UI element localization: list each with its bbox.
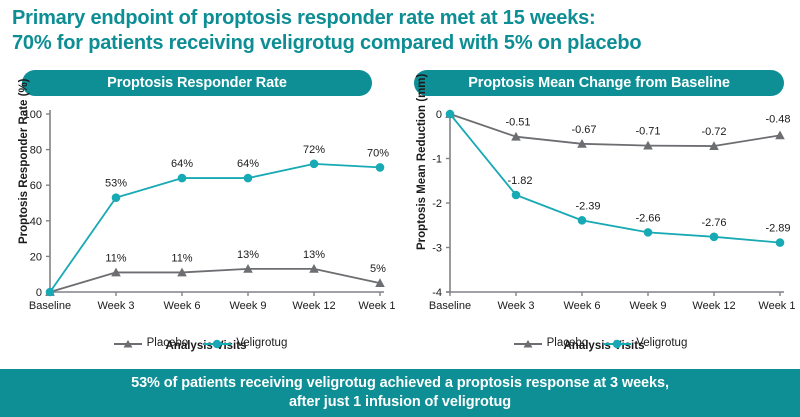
data-label-placebo: 13% bbox=[303, 249, 325, 261]
data-point-placebo bbox=[375, 278, 385, 288]
data-label-veligrotug: 53% bbox=[105, 178, 127, 190]
series-line-veligrotug bbox=[449, 113, 781, 244]
legend-marker-triangle-icon bbox=[113, 340, 142, 348]
legend-marker-triangle-icon bbox=[513, 340, 542, 348]
y-axis-tick-label: -4 bbox=[432, 287, 442, 299]
legend-label-veligrotug-right: Veligrotug bbox=[636, 337, 688, 350]
x-axis-tick-label: Baseline bbox=[429, 300, 471, 312]
data-label-veligrotug: 72% bbox=[303, 144, 325, 156]
x-axis-tick-label: Week 6 bbox=[163, 300, 200, 312]
legend-mean-change: Placebo Veligrotug bbox=[404, 338, 796, 350]
y-axis-tick-label: 80 bbox=[30, 145, 42, 157]
y-axis-tick-label: 0 bbox=[436, 109, 442, 121]
data-point-veligrotug bbox=[111, 193, 121, 202]
data-label-veligrotug: 64% bbox=[171, 158, 193, 170]
page-title: Primary endpoint of proptosis responder … bbox=[12, 6, 792, 56]
data-label-veligrotug: -1.82 bbox=[507, 175, 532, 187]
legend-item-veligrotug-right: Veligrotug bbox=[602, 338, 687, 350]
y-axis-tick-label: 100 bbox=[24, 109, 42, 121]
legend-marker-circle-icon bbox=[203, 339, 232, 349]
data-label-placebo: 11% bbox=[105, 252, 126, 264]
data-point-placebo bbox=[309, 264, 319, 273]
x-axis-tick-label: Week 12 bbox=[292, 300, 335, 312]
data-label-veligrotug: -2.89 bbox=[765, 223, 790, 235]
y-axis-tick-label: 40 bbox=[30, 216, 42, 228]
data-label-veligrotug: 64% bbox=[237, 158, 259, 170]
y-axis-tick-label: 0 bbox=[36, 287, 42, 299]
legend-responder-rate: Placebo Veligrotug bbox=[4, 338, 396, 350]
y-axis-tick-label: 20 bbox=[30, 251, 42, 263]
data-point-placebo bbox=[243, 264, 253, 273]
data-point-placebo bbox=[775, 130, 785, 140]
y-axis-tick-label: 60 bbox=[30, 180, 42, 192]
data-point-placebo bbox=[577, 139, 587, 148]
data-point-placebo bbox=[511, 131, 521, 141]
x-axis-tick-label: Week 9 bbox=[629, 300, 666, 312]
data-label-placebo: -0.72 bbox=[701, 126, 726, 138]
chart-mean-change: -4 -3 -2 -1 0 Baseline Week 3 Week 6 Week 9 Week … bbox=[404, 100, 796, 330]
bottom-banner: 53% of patients receiving veligrotug ach… bbox=[0, 369, 800, 417]
x-axis-tick-label: Week 3 bbox=[97, 300, 134, 312]
page-title-line-1: Primary endpoint of proptosis responder … bbox=[12, 7, 596, 29]
data-label-placebo: 5% bbox=[370, 263, 386, 275]
data-point-veligrotug bbox=[511, 190, 521, 200]
page-title-line-2: 70% for patients receiving veligrotug co… bbox=[12, 32, 642, 54]
data-label-veligrotug: -2.39 bbox=[575, 200, 600, 212]
legend-label-veligrotug-left: Veligrotug bbox=[236, 337, 288, 350]
chart-svg-mean-change: -4 -3 -2 -1 0 Baseline Week 3 Week 6 Week 9 Week … bbox=[429, 109, 796, 312]
x-axis-tick-label: Week 15 bbox=[358, 300, 396, 312]
data-label-placebo: -0.51 bbox=[505, 117, 530, 129]
series-line-veligrotug bbox=[49, 162, 381, 293]
y-axis-tick-label: -3 bbox=[432, 243, 442, 255]
legend-item-veligrotug-left: Veligrotug bbox=[202, 338, 287, 350]
data-point-veligrotug bbox=[445, 109, 455, 119]
data-label-veligrotug: -2.76 bbox=[701, 217, 726, 229]
data-point-veligrotug bbox=[45, 287, 55, 297]
legend-item-placebo-left: Placebo bbox=[113, 337, 189, 350]
data-point-placebo bbox=[177, 267, 187, 277]
legend-item-placebo-right: Placebo bbox=[513, 337, 589, 350]
data-label-placebo: 13% bbox=[237, 249, 259, 261]
legend-label-placebo-left: Placebo bbox=[146, 337, 189, 350]
legend-label-placebo-right: Placebo bbox=[546, 337, 589, 350]
x-axis-tick-label: Week 3 bbox=[497, 300, 534, 312]
x-axis-tick-label: Baseline bbox=[29, 300, 71, 312]
x-axis-tick-label: Week 9 bbox=[229, 300, 266, 312]
data-label-placebo: 11% bbox=[171, 252, 192, 264]
data-point-veligrotug bbox=[243, 173, 253, 183]
data-label-placebo: -0.48 bbox=[765, 113, 790, 125]
data-point-veligrotug bbox=[309, 159, 319, 169]
data-label-veligrotug: 70% bbox=[367, 147, 389, 159]
panel-header-responder-rate: Proptosis Responder Rate bbox=[22, 70, 372, 96]
data-point-veligrotug bbox=[709, 232, 719, 242]
data-point-veligrotug bbox=[775, 238, 785, 247]
panel-proptosis-mean-change: Proptosis Mean Change from Baseline Prop… bbox=[404, 66, 796, 362]
data-point-veligrotug bbox=[375, 163, 385, 172]
data-point-veligrotug bbox=[177, 173, 187, 183]
data-label-placebo: -0.67 bbox=[571, 124, 596, 136]
data-point-veligrotug bbox=[643, 228, 653, 237]
data-point-veligrotug bbox=[577, 216, 587, 225]
banner-line-1: 53% of patients receiving veligrotug ach… bbox=[131, 375, 669, 391]
series-line-placebo bbox=[49, 267, 381, 293]
data-label-veligrotug: -2.66 bbox=[635, 212, 660, 224]
y-axis-tick-label: -1 bbox=[432, 154, 442, 166]
series-line-placebo bbox=[449, 113, 781, 147]
data-point-placebo bbox=[709, 141, 719, 150]
banner-line-2: after just 1 infusion of veligrotug bbox=[288, 394, 512, 410]
data-point-placebo bbox=[643, 140, 653, 150]
x-axis-tick-label: Week 15 bbox=[758, 300, 796, 312]
legend-marker-circle-icon bbox=[603, 339, 632, 349]
chart-svg-responder-rate: 0 20 40 60 80 100 Baseline Week 3 Week 6 Week 9 We… bbox=[24, 109, 396, 312]
panel-header-mean-change: Proptosis Mean Change from Baseline bbox=[414, 70, 784, 96]
data-point-placebo bbox=[111, 267, 121, 277]
x-axis-tick-label: Week 12 bbox=[692, 300, 735, 312]
y-axis-tick-label: -2 bbox=[432, 198, 442, 210]
x-axis-tick-label: Week 6 bbox=[563, 300, 600, 312]
data-label-placebo: -0.71 bbox=[635, 126, 660, 138]
chart-responder-rate: 0 20 40 60 80 100 Baseline Week 3 Week 6 Week 9 We… bbox=[4, 100, 396, 330]
panel-proptosis-responder-rate: Proptosis Responder Rate Proptosis Respo… bbox=[4, 66, 396, 362]
